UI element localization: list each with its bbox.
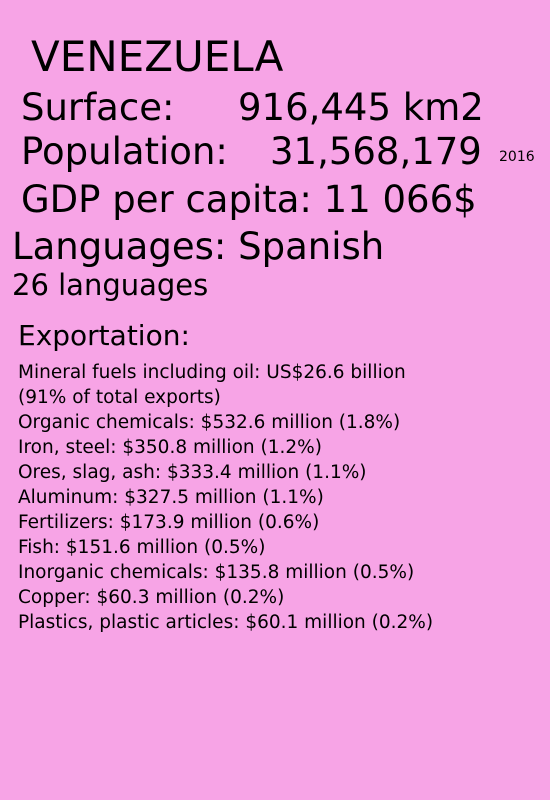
export-line: Plastics, plastic articles: $60.1 millio…	[18, 612, 434, 633]
languages-count: 26 languages	[12, 268, 209, 302]
population-value: 31,568,179	[270, 130, 482, 173]
languages-main: Languages: Spanish	[12, 225, 385, 268]
population-year: 2016	[499, 149, 535, 165]
exportation-list: Mineral fuels including oil: US$26.6 bil…	[18, 360, 433, 635]
export-line: Aluminum: $327.5 million (1.1%)	[18, 487, 324, 508]
population-label: Population:	[21, 130, 228, 173]
export-line: Organic chemicals: $532.6 million (1.8%)	[18, 412, 401, 433]
exportation-title: Exportation:	[18, 319, 190, 352]
export-line: Fish: $151.6 million (0.5%)	[18, 537, 266, 558]
export-line: Inorganic chemicals: $135.8 million (0.5…	[18, 562, 415, 583]
export-line: Copper: $60.3 million (0.2%)	[18, 587, 285, 608]
country-title: VENEZUELA	[31, 32, 284, 81]
gdp-per-capita: GDP per capita: 11 066$	[21, 178, 477, 221]
export-line: Iron, steel: $350.8 million (1.2%)	[18, 437, 322, 458]
export-line: Mineral fuels including oil: US$26.6 bil…	[18, 362, 406, 383]
surface-label: Surface:	[21, 86, 175, 129]
export-line: Fertilizers: $173.9 million (0.6%)	[18, 512, 320, 533]
export-line: (91% of total exports)	[18, 387, 221, 408]
surface-value: 916,445 km2	[238, 86, 484, 129]
export-line: Ores, slag, ash: $333.4 million (1.1%)	[18, 462, 367, 483]
